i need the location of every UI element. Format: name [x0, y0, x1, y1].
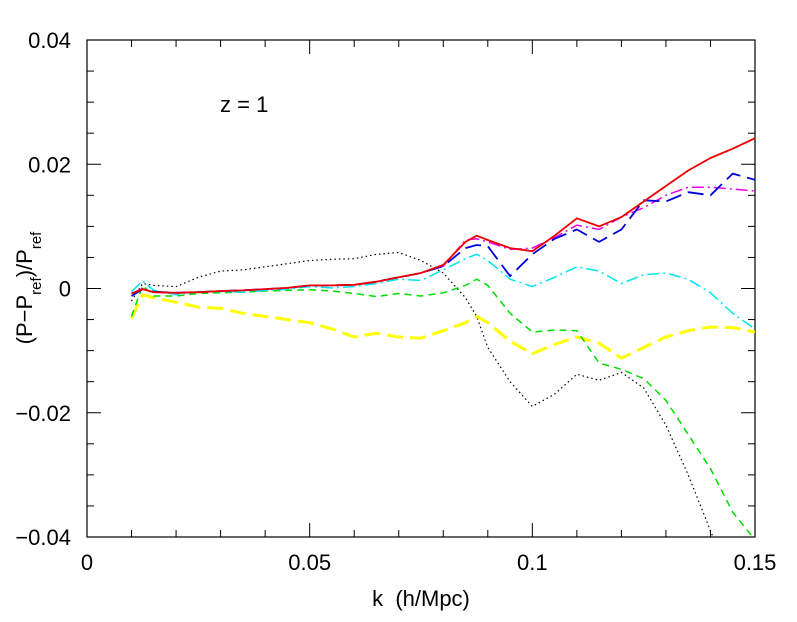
x-tick-label: 0.05 — [288, 550, 331, 575]
y-tick-label: 0.04 — [28, 28, 71, 53]
x-tick-label: 0 — [81, 550, 93, 575]
y-tick-label: 0.02 — [28, 152, 71, 177]
x-tick-label: 0.15 — [734, 550, 777, 575]
y-tick-label: −0.02 — [15, 401, 71, 426]
x-tick-label: 0.1 — [517, 550, 548, 575]
annotation: z = 1 — [220, 92, 268, 117]
y-label-sub: ref — [28, 276, 45, 294]
y-axis-label: (P−Pref)/Pref — [12, 231, 45, 345]
series-line — [131, 137, 755, 295]
y-label-part: (P−P — [12, 295, 37, 345]
y-tick-label: −0.04 — [15, 525, 71, 550]
y-label-sub: ref — [28, 231, 45, 249]
series-line — [130, 293, 755, 360]
series-line — [131, 172, 755, 297]
y-tick-label: 0 — [59, 277, 71, 302]
series-line — [130, 251, 714, 537]
x-axis-label: k (h/Mpc) — [372, 586, 470, 611]
series-group — [130, 137, 755, 537]
y-label-part: )/P — [12, 249, 37, 277]
series-line — [130, 278, 754, 537]
plot-frame — [86, 39, 756, 538]
series-line — [131, 186, 755, 295]
